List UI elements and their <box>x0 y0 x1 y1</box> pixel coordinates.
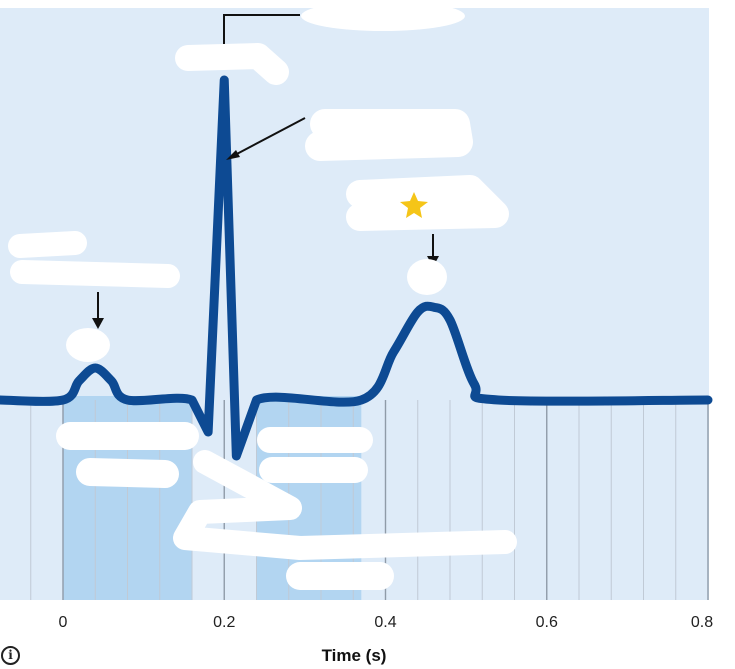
redaction-blob <box>175 43 289 85</box>
redaction-blob <box>257 427 373 483</box>
x-tick-label: 0.8 <box>691 614 713 631</box>
arrowhead-r-peak <box>226 150 240 160</box>
x-tick-label: 0.4 <box>374 614 396 631</box>
redaction-blob <box>56 422 199 488</box>
x-axis-title: Time (s) <box>322 646 387 665</box>
redaction-blob <box>301 1 465 31</box>
redaction-blob <box>8 231 180 288</box>
arrowhead-p-wave <box>92 318 104 329</box>
x-tick-label: 0.2 <box>213 614 235 631</box>
arrow-to-r-peak <box>232 117 306 157</box>
ecg-trace <box>0 75 713 461</box>
redaction-blob <box>407 259 447 295</box>
redaction-scribbles <box>8 1 517 590</box>
x-tick-label: 0 <box>59 614 68 631</box>
x-tick-label: 0.6 <box>536 614 558 631</box>
star-icon <box>400 192 428 218</box>
x-axis-ticks: 0 0.2 0.4 0.6 0.8 <box>59 614 714 631</box>
redaction-blob <box>66 328 110 362</box>
redaction-blob <box>305 109 473 161</box>
redaction-blob <box>346 175 509 231</box>
info-icon[interactable]: i <box>1 646 20 665</box>
redaction-blob <box>173 450 517 560</box>
